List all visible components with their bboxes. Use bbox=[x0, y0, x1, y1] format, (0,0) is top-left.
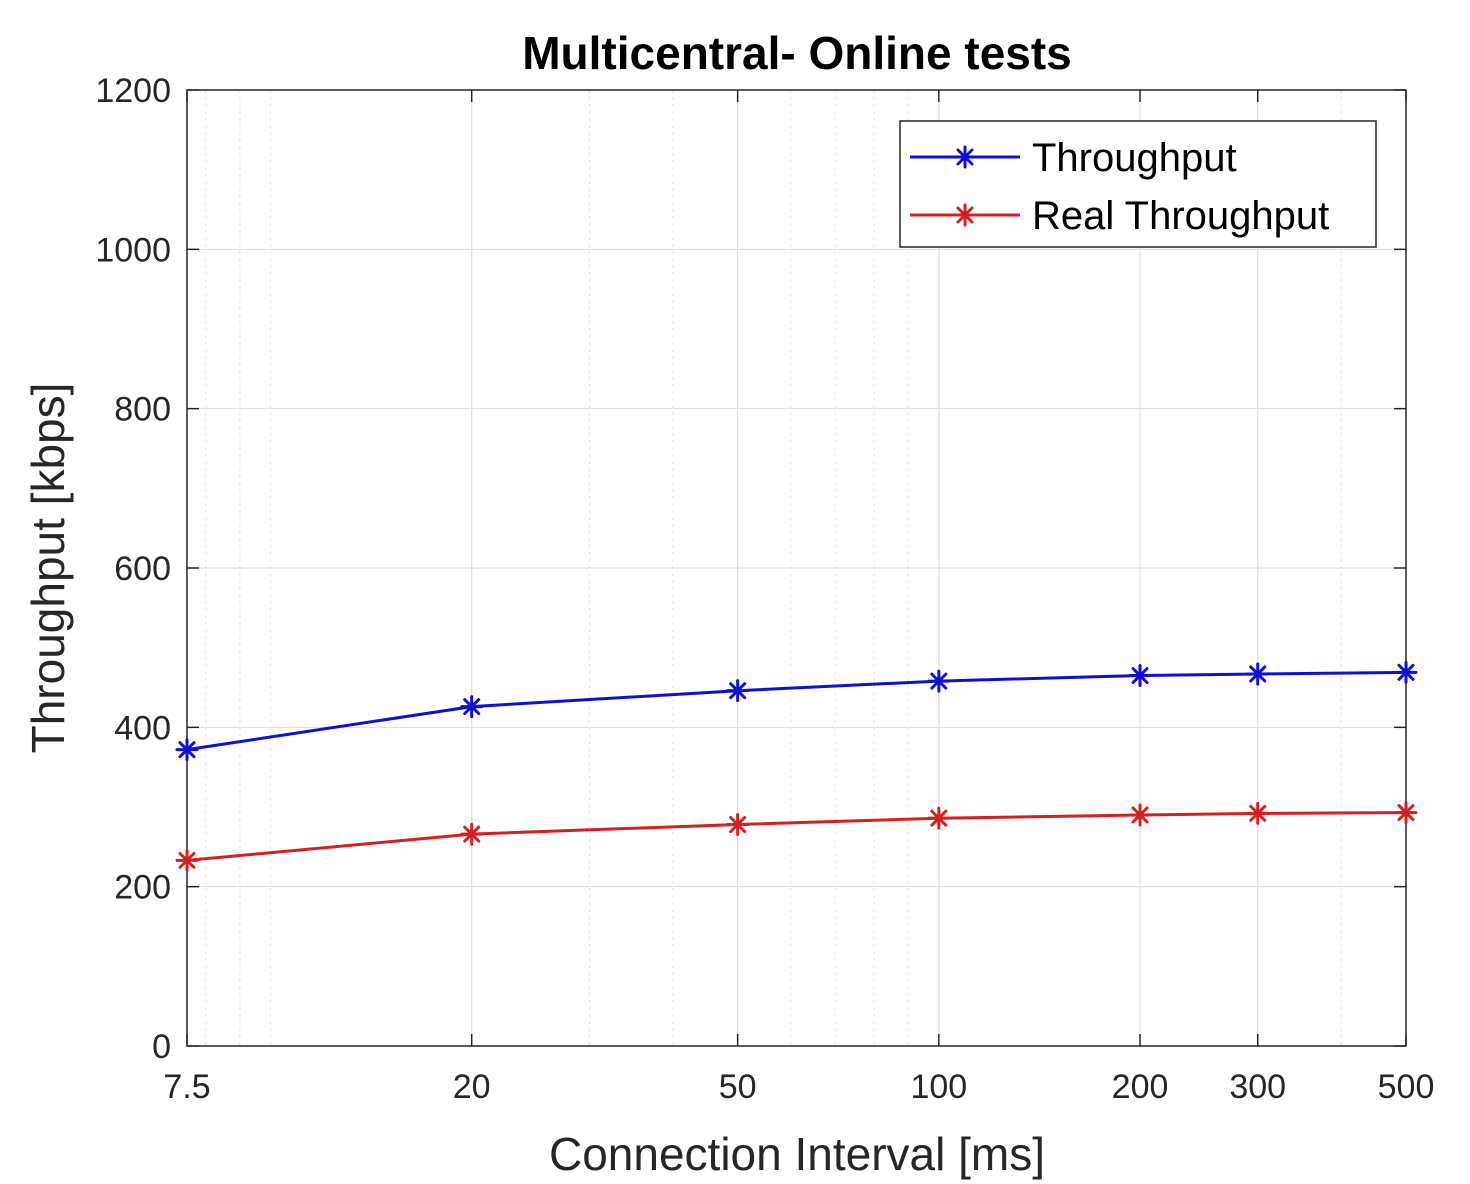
marker-stroke bbox=[1249, 804, 1267, 822]
data-point-throughput bbox=[175, 738, 199, 762]
marker-stroke bbox=[1397, 663, 1415, 681]
y-tick-label: 1000 bbox=[95, 231, 171, 269]
marker-stroke bbox=[930, 809, 948, 827]
data-point-real-throughput bbox=[175, 848, 199, 872]
legend-box bbox=[899, 120, 1377, 248]
x-tick-label: 7.5 bbox=[163, 1068, 210, 1106]
data-point-throughput bbox=[726, 679, 750, 703]
data-point-throughput bbox=[927, 669, 951, 693]
x-tick-label: 100 bbox=[910, 1068, 967, 1106]
marker-stroke bbox=[729, 816, 747, 834]
y-tick-label: 400 bbox=[114, 709, 171, 747]
y-tick-label: 1200 bbox=[95, 72, 171, 110]
y-tick-label: 0 bbox=[152, 1028, 171, 1066]
legend-label-real-throughput: Real Throughput bbox=[1032, 194, 1329, 238]
x-axis: 7.5 20 50 100 200 300 500 bbox=[163, 90, 1434, 1106]
marker-stroke bbox=[178, 741, 196, 759]
y-tick-label: 800 bbox=[114, 391, 171, 429]
data-point-real-throughput bbox=[726, 813, 750, 837]
legend-marker-real-throughput bbox=[953, 203, 977, 227]
legend-label-throughput: Throughput bbox=[1032, 136, 1237, 180]
data-point-real-throughput bbox=[1246, 801, 1270, 825]
legend-marker-stroke bbox=[953, 145, 977, 169]
marker-stroke bbox=[1249, 665, 1267, 683]
data-point-throughput bbox=[1128, 664, 1152, 688]
data-point-real-throughput bbox=[1128, 803, 1152, 827]
data-point-throughput bbox=[1246, 662, 1270, 686]
y-tick-label: 600 bbox=[114, 550, 171, 588]
marker-stroke bbox=[1131, 667, 1149, 685]
data-point-real-throughput bbox=[460, 822, 484, 846]
data-point-throughput bbox=[1394, 660, 1418, 684]
legend: Throughput Real Throughput bbox=[899, 120, 1377, 248]
data-point-real-throughput bbox=[927, 806, 951, 830]
chart-title: Multicentral- Online tests bbox=[522, 27, 1072, 79]
x-tick-label: 300 bbox=[1229, 1068, 1286, 1106]
data-point-throughput bbox=[460, 695, 484, 719]
marker-stroke bbox=[463, 825, 481, 843]
data-point-real-throughput bbox=[1394, 801, 1418, 825]
legend-marker-stroke bbox=[953, 203, 977, 227]
y-tick-label: 200 bbox=[114, 869, 171, 907]
x-tick-label: 200 bbox=[1112, 1068, 1169, 1106]
marker-stroke bbox=[729, 682, 747, 700]
y-axis: 0 200 400 600 800 1000 1200 bbox=[95, 72, 1406, 1066]
x-tick-label: 50 bbox=[719, 1068, 757, 1106]
marker-stroke bbox=[178, 851, 196, 869]
x-tick-label: 500 bbox=[1378, 1068, 1435, 1106]
marker-stroke bbox=[463, 698, 481, 716]
marker-stroke bbox=[1397, 804, 1415, 822]
marker-stroke bbox=[956, 148, 974, 166]
series-line-throughput bbox=[186, 670, 1407, 752]
marker-stroke bbox=[1131, 806, 1149, 824]
y-axis-label: Throughput [kbps] bbox=[22, 383, 74, 754]
legend-marker-throughput bbox=[953, 145, 977, 169]
marker-stroke bbox=[956, 206, 974, 224]
x-tick-label: 20 bbox=[453, 1068, 491, 1106]
series-layer bbox=[175, 660, 1418, 872]
series-line-real-throughput bbox=[186, 811, 1407, 862]
marker-stroke bbox=[930, 672, 948, 690]
x-axis-label: Connection Interval [ms] bbox=[549, 1128, 1045, 1180]
